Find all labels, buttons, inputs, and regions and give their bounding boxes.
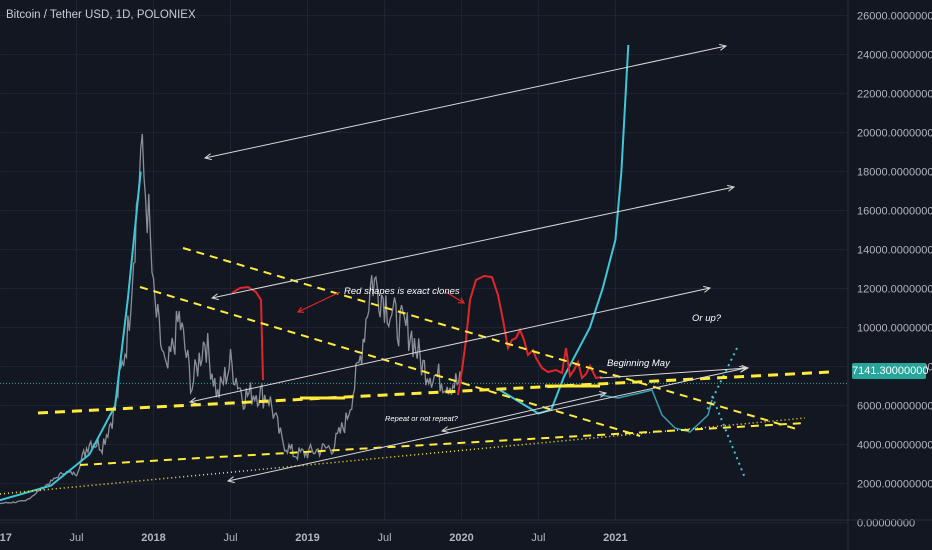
arrow-head	[226, 476, 235, 484]
price-series-line	[0, 133, 463, 505]
arrow-head	[703, 285, 712, 293]
x-tick-label: Jul	[70, 532, 84, 544]
x-tick-label: Jul	[531, 532, 545, 544]
x-tick-label: 2017	[0, 532, 12, 544]
arrow-head	[599, 390, 608, 398]
y-tick-label: 14000.00000000	[857, 245, 932, 257]
channel-arrow-top	[204, 45, 727, 159]
trend-rising-support	[79, 422, 806, 466]
y-tick-label: 10000.00000000	[857, 323, 932, 335]
annotation-repeat: Repeat or not repeat?	[385, 414, 459, 423]
arrow-head	[719, 43, 728, 51]
channel-arrow-middle	[189, 287, 711, 403]
x-tick-label: 2020	[449, 532, 473, 544]
annotation-beginning-may: Beginning May	[607, 358, 671, 369]
x-tick-label: Jul	[223, 532, 237, 544]
red-arrow-right	[445, 291, 465, 304]
y-tick-label: 0.00000000	[857, 518, 915, 530]
annotation-or-up: Or up?	[692, 313, 722, 324]
trend-descending-lower	[139, 286, 641, 437]
x-tick-label: 2019	[295, 532, 319, 544]
y-tick-label: 4000.00000000	[857, 440, 932, 452]
trend-long-dotted	[0, 417, 806, 495]
annotation-red-shapes: Red shapes is exact clones	[344, 286, 460, 297]
y-tick-label: 24000.00000000	[857, 50, 932, 62]
y-tick-label: 16000.00000000	[857, 206, 932, 218]
red-arrow-head	[296, 306, 305, 313]
y-tick-label: 22000.00000000	[857, 89, 932, 101]
channel-arrow-upper	[211, 186, 735, 299]
arrow-head	[440, 426, 449, 434]
y-tick-label: 20000.00000000	[857, 128, 932, 140]
arrow-head	[210, 293, 219, 301]
trend-horizontal-support	[37, 370, 831, 415]
projection-line-future	[499, 44, 630, 415]
dotted-cyan-down	[711, 395, 746, 479]
arrow-head	[741, 364, 750, 372]
red-arrow-head	[457, 297, 466, 304]
y-tick-label: 2000.00000000	[857, 479, 932, 491]
y-tick-label: 26000.00000000	[857, 11, 932, 23]
x-tick-label: 2021	[603, 532, 627, 544]
channel-arrow-may	[599, 367, 749, 379]
y-tick-label: 12000.00000000	[857, 284, 932, 296]
projection-line-past	[0, 171, 142, 502]
projection-alt-path	[599, 389, 713, 433]
channel-arrow-repeat	[441, 392, 607, 432]
arrow-head	[188, 397, 197, 405]
channel-arrow-bottom	[227, 367, 747, 482]
trend-descending-upper	[182, 247, 801, 431]
arrow-head	[203, 153, 212, 161]
last-price-tag: 7141.30000000	[852, 363, 929, 379]
arrow-head	[727, 184, 736, 192]
chart-title: Bitcoin / Tether USD, 1D, POLONIEX	[6, 9, 196, 21]
x-tick-label: Jul	[377, 532, 391, 544]
red-arrow-left	[297, 291, 341, 313]
y-tick-label: 6000.00000000	[857, 401, 932, 413]
y-tick-label: 18000.00000000	[857, 167, 932, 179]
x-tick-label: 2018	[141, 532, 165, 544]
